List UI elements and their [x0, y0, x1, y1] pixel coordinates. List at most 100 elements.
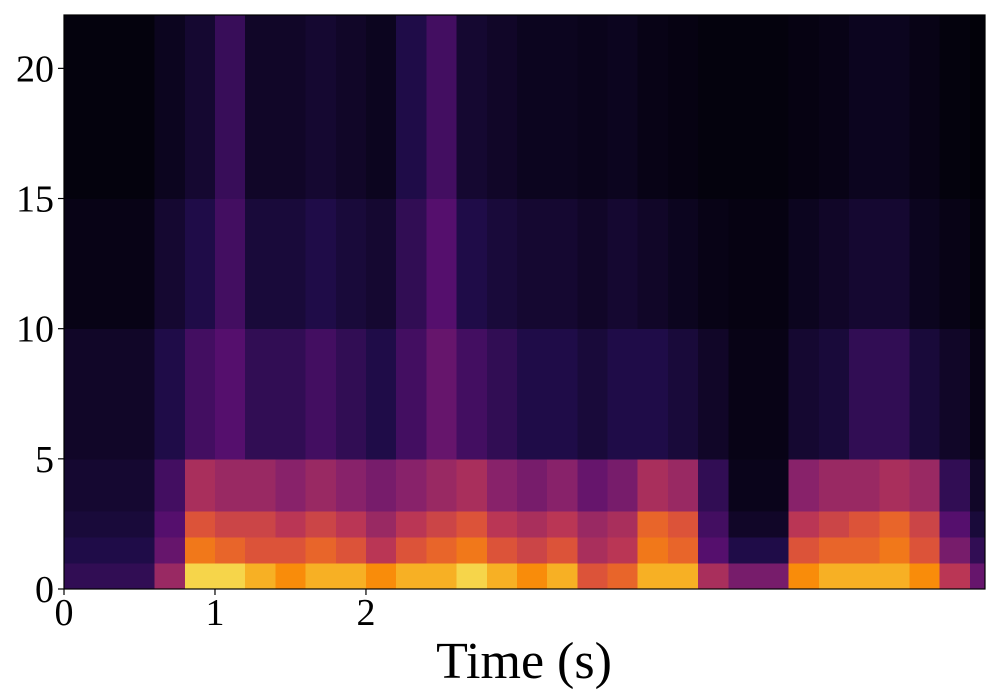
- heatmap-cell: [516, 15, 548, 200]
- heatmap-cell: [758, 536, 790, 564]
- heatmap-cell: [456, 15, 488, 200]
- heatmap-cell: [728, 198, 760, 330]
- heatmap-cell: [788, 458, 820, 512]
- heatmap-cell: [275, 536, 307, 564]
- heatmap-cell: [849, 328, 880, 460]
- heatmap-cell: [486, 510, 518, 538]
- heatmap-cell: [275, 15, 307, 200]
- heatmap-cell: [275, 328, 307, 460]
- heatmap-cell: [64, 458, 95, 512]
- y-tick-label: 10: [16, 309, 54, 351]
- heatmap-cell: [154, 510, 186, 538]
- plot-frame: [63, 14, 986, 590]
- heatmap-cell: [426, 198, 458, 330]
- heatmap-cell: [698, 562, 729, 590]
- heatmap-cell: [607, 458, 639, 512]
- heatmap-cell: [396, 510, 427, 538]
- heatmap-cell: [245, 198, 276, 330]
- heatmap-cell: [939, 510, 971, 538]
- heatmap-cell: [64, 15, 95, 200]
- heatmap-cell: [879, 536, 911, 564]
- heatmap-cell: [456, 562, 488, 590]
- heatmap-cell: [728, 458, 760, 512]
- heatmap-cell: [667, 198, 699, 330]
- heatmap-cell: [64, 536, 95, 564]
- heatmap-cell: [335, 328, 367, 460]
- heatmap-cell: [969, 328, 986, 460]
- heatmap-cell: [728, 328, 760, 460]
- heatmap-cell: [94, 458, 125, 512]
- heatmap-cell: [396, 458, 427, 512]
- heatmap-cell: [969, 458, 986, 512]
- y-tick-label: 15: [16, 179, 54, 221]
- heatmap-cell: [667, 536, 699, 564]
- heatmap-cell: [849, 510, 880, 538]
- heatmap-cell: [456, 536, 488, 564]
- heatmap-cell: [396, 328, 427, 460]
- heatmap-cell: [456, 510, 488, 538]
- heatmap-cell: [547, 510, 578, 538]
- heatmap-cell: [969, 536, 986, 564]
- heatmap-cell: [849, 15, 880, 200]
- heatmap-cell: [698, 198, 729, 330]
- heatmap-cell: [245, 536, 276, 564]
- heatmap-cell: [939, 328, 971, 460]
- heatmap-cell: [154, 328, 186, 460]
- heatmap-cell: [607, 15, 639, 200]
- heatmap: [64, 15, 986, 590]
- heatmap-cell: [698, 15, 729, 200]
- x-tick-label: 0: [55, 592, 74, 634]
- heatmap-cell: [365, 562, 397, 590]
- heatmap-cell: [547, 562, 578, 590]
- heatmap-cell: [214, 458, 246, 512]
- heatmap-cell: [335, 458, 367, 512]
- heatmap-cell: [335, 562, 367, 590]
- heatmap-cell: [124, 15, 156, 200]
- heatmap-cell: [305, 510, 337, 538]
- heatmap-cell: [637, 536, 669, 564]
- heatmap-cell: [818, 328, 850, 460]
- heatmap-cell: [758, 458, 790, 512]
- heatmap-cell: [818, 536, 850, 564]
- y-tick-label: 20: [16, 48, 54, 90]
- heatmap-cell: [214, 15, 246, 200]
- heatmap-cell: [698, 458, 729, 512]
- heatmap-cell: [879, 510, 911, 538]
- heatmap-cell: [577, 562, 609, 590]
- heatmap-cell: [426, 458, 458, 512]
- heatmap-cell: [184, 562, 216, 590]
- heatmap-cell: [516, 328, 548, 460]
- heatmap-cell: [365, 15, 397, 200]
- heatmap-cell: [94, 198, 125, 330]
- heatmap-cell: [818, 510, 850, 538]
- heatmap-cell: [607, 198, 639, 330]
- heatmap-cell: [245, 510, 276, 538]
- heatmap-cell: [637, 15, 669, 200]
- heatmap-cell: [214, 536, 246, 564]
- heatmap-cell: [124, 510, 156, 538]
- heatmap-cell: [516, 198, 548, 330]
- heatmap-cell: [456, 458, 488, 512]
- heatmap-cell: [547, 328, 578, 460]
- heatmap-cell: [154, 198, 186, 330]
- x-tick-label: 2: [356, 592, 375, 634]
- heatmap-cell: [426, 536, 458, 564]
- heatmap-cell: [909, 15, 941, 200]
- heatmap-cell: [184, 510, 216, 538]
- heatmap-cell: [637, 198, 669, 330]
- heatmap-cell: [365, 328, 397, 460]
- heatmap-cell: [667, 328, 699, 460]
- heatmap-cell: [577, 510, 609, 538]
- heatmap-cell: [909, 510, 941, 538]
- heatmap-cell: [396, 536, 427, 564]
- heatmap-cell: [396, 198, 427, 330]
- heatmap-cell: [879, 15, 911, 200]
- heatmap-cell: [547, 458, 578, 512]
- heatmap-cell: [426, 562, 458, 590]
- heatmap-cell: [94, 510, 125, 538]
- heatmap-cell: [214, 562, 246, 590]
- heatmap-cell: [969, 198, 986, 330]
- heatmap-cell: [728, 536, 760, 564]
